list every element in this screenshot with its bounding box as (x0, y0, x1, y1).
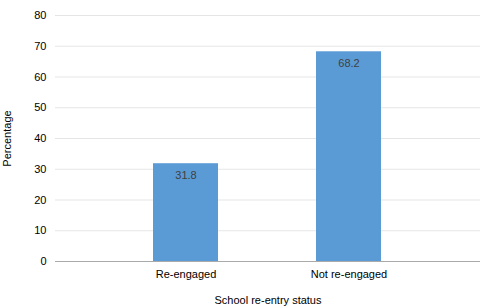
svg-text:68.2: 68.2 (338, 57, 359, 69)
svg-text:Re-engaged: Re-engaged (156, 268, 217, 280)
svg-text:40: 40 (34, 132, 46, 144)
svg-text:30: 30 (34, 163, 46, 175)
svg-text:70: 70 (34, 40, 46, 52)
svg-text:0: 0 (40, 255, 46, 267)
svg-text:School re-entry status: School re-entry status (215, 294, 322, 306)
svg-text:Not re-engaged: Not re-engaged (311, 268, 387, 280)
svg-text:60: 60 (34, 71, 46, 83)
svg-text:Percentage: Percentage (1, 110, 13, 166)
svg-text:20: 20 (34, 194, 46, 206)
svg-text:50: 50 (34, 101, 46, 113)
svg-text:10: 10 (34, 224, 46, 236)
svg-text:31.8: 31.8 (175, 169, 196, 181)
svg-text:80: 80 (34, 9, 46, 21)
